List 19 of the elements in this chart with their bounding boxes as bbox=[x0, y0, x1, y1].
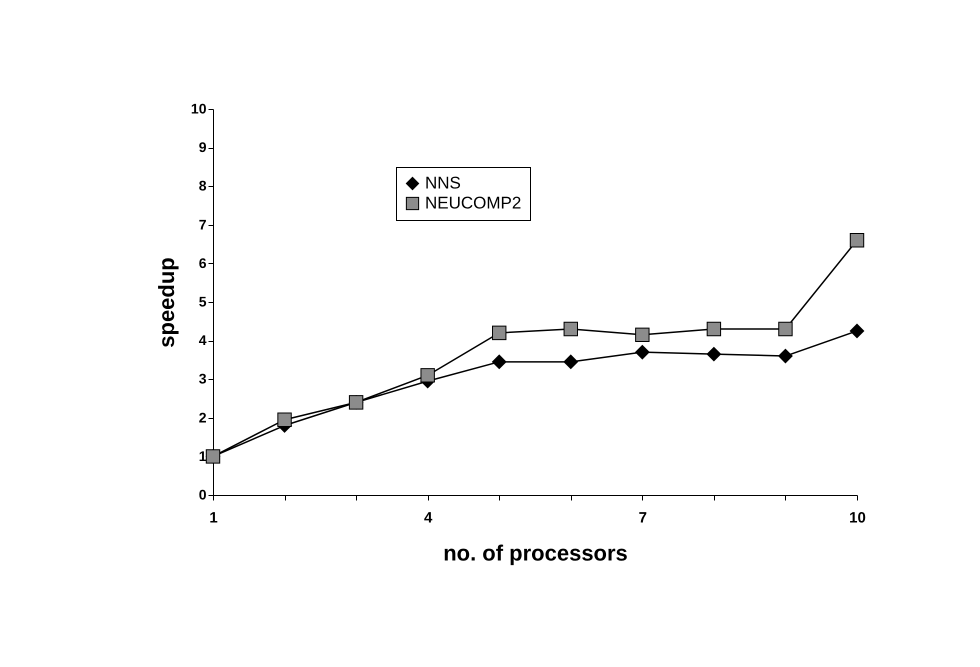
y-tick-label: 1 bbox=[198, 448, 207, 464]
y-tick-label: 8 bbox=[198, 178, 207, 194]
y-tick-label: 2 bbox=[198, 409, 207, 426]
y-tick-label: 6 bbox=[198, 254, 207, 271]
y-tick-label: 10 bbox=[190, 100, 207, 116]
y-tick-label: 4 bbox=[198, 332, 207, 348]
x-axis-title: no. of processors bbox=[443, 540, 628, 566]
legend-label: NEUCOMP2 bbox=[425, 194, 522, 212]
x-tick-label: 10 bbox=[849, 510, 866, 526]
y-axis-title: speedup bbox=[154, 257, 179, 348]
y-tick-label: 9 bbox=[198, 139, 207, 156]
y-tick-label: 0 bbox=[198, 486, 207, 502]
y-tick-label: 5 bbox=[198, 294, 207, 310]
y-tick-label: 7 bbox=[198, 216, 207, 232]
y-tick-label: 3 bbox=[198, 370, 207, 387]
x-tick-label: 1 bbox=[209, 510, 218, 526]
legend-label: NNS bbox=[425, 174, 461, 192]
x-tick-label: 7 bbox=[638, 510, 648, 526]
x-tick-label: 4 bbox=[424, 510, 433, 526]
